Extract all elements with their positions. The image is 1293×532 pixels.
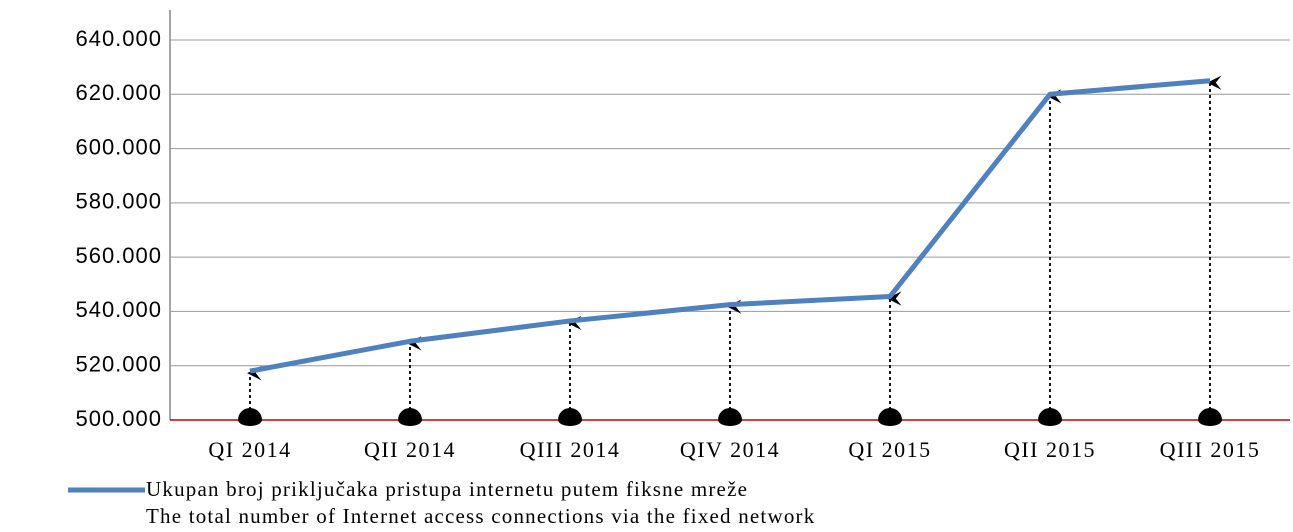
- y-tick-label: 540.000: [75, 297, 162, 322]
- y-tick-label: 640.000: [75, 26, 162, 51]
- x-tick-label: QI 2014: [208, 437, 291, 462]
- x-tick-label: QII 2014: [364, 437, 456, 462]
- legend-label: Ukupan broj priključaka pristupa interne…: [146, 477, 748, 501]
- y-tick-label: 500.000: [75, 406, 162, 431]
- x-tick-label: QI 2015: [848, 437, 931, 462]
- legend-label: The total number of Internet access conn…: [146, 504, 815, 528]
- arrow-base: [1038, 408, 1062, 426]
- x-tick-label: QII 2015: [1004, 437, 1096, 462]
- y-tick-label: 600.000: [75, 134, 162, 159]
- x-tick-label: QIII 2014: [520, 437, 621, 462]
- arrow-base: [398, 408, 422, 426]
- arrow-base: [1198, 408, 1222, 426]
- arrow-base: [878, 408, 902, 426]
- y-tick-label: 560.000: [75, 243, 162, 268]
- arrow-base: [558, 408, 582, 426]
- x-tick-label: QIV 2014: [680, 437, 780, 462]
- y-tick-label: 520.000: [75, 352, 162, 377]
- arrow-base: [718, 408, 742, 426]
- arrow-base: [238, 408, 262, 426]
- x-tick-label: QIII 2015: [1160, 437, 1261, 462]
- line: [249, 78, 1211, 374]
- y-tick-label: 580.000: [75, 189, 162, 214]
- y-tick-label: 620.000: [75, 80, 162, 105]
